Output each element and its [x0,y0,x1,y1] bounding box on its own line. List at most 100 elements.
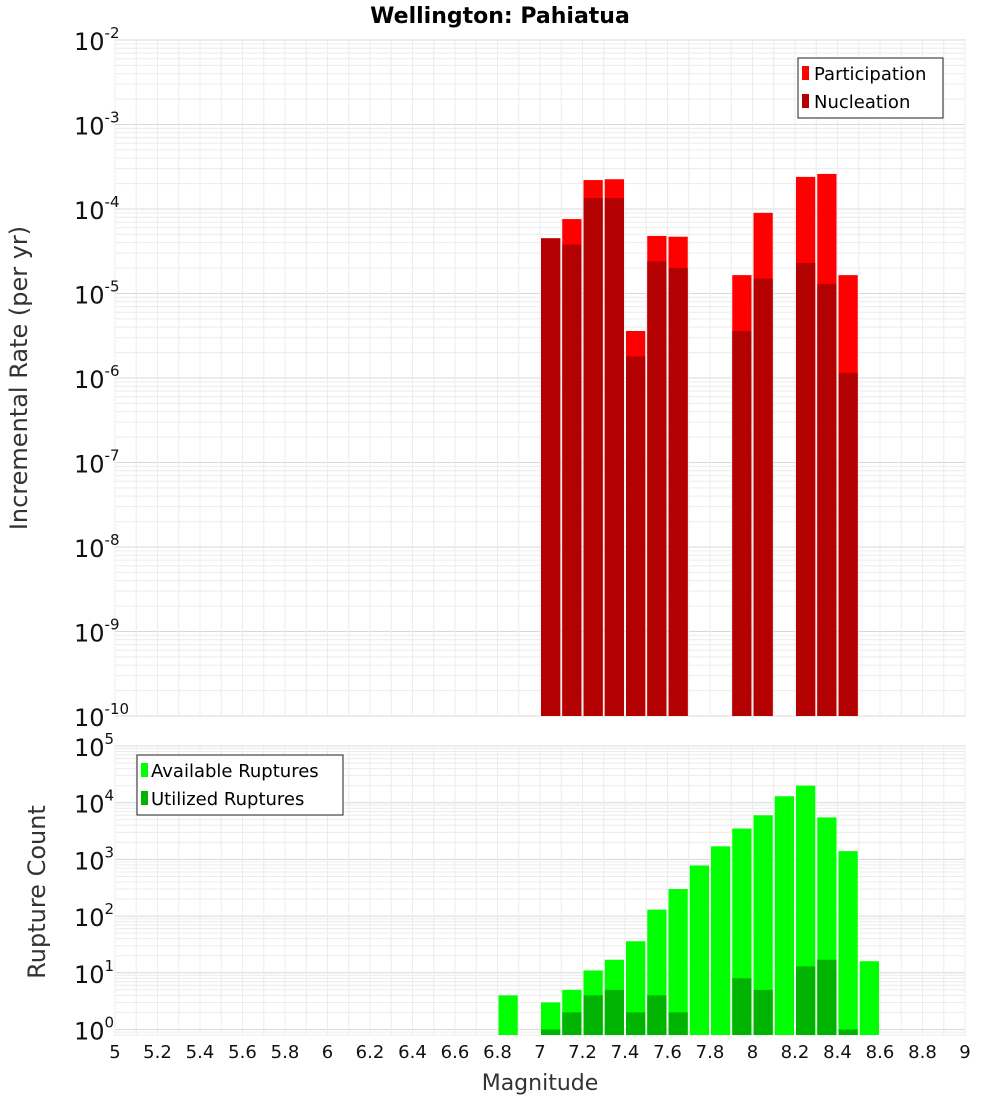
count-y-tick-exponent: 2 [105,900,115,918]
rate-bar-nucleation [732,330,752,716]
rate-bar-nucleation [604,197,624,716]
rate-y-tick-exponent: -2 [105,24,120,42]
available-legend-swatch [141,763,148,777]
count-y-tick-label: 102 [74,900,114,932]
rate-y-tick-label: 10-3 [74,109,120,141]
rate-bar-nucleation [626,356,646,716]
count-bar-utilized-ruptures [604,989,624,1035]
count-y-axis-label: Rupture Count [23,805,51,979]
x-tick-label: 7 [534,1042,545,1063]
count-y-tick-label: 105 [74,730,114,762]
count-y-tick-exponent: 3 [105,843,115,861]
utilized-legend-label: Utilized Ruptures [151,789,304,810]
x-tick-label: 6 [322,1042,333,1063]
count-bar-utilized-ruptures [753,989,773,1035]
x-tick-label: 5.8 [271,1042,300,1063]
count-y-tick-label: 100 [74,1014,114,1046]
participation-legend-swatch [802,66,809,80]
x-tick-label: 7.2 [568,1042,597,1063]
participation-legend-label: Participation [814,64,926,85]
count-bar-utilized-ruptures [838,1029,858,1035]
rate-y-tick-exponent: -3 [105,109,120,127]
count-bar-available-ruptures [689,865,709,1035]
count-legend: Available Ruptures Utilized Ruptures [136,754,344,816]
x-tick-label: 8.8 [908,1042,937,1063]
rate-y-tick-label: 10-9 [74,616,120,648]
rate-bars [541,173,858,717]
x-ticks: 5 5.2 5.4 5.6 5.8 6 6.2 6.4 6.6 6.8 7 7.2 7.4 7.6 7.8 8… [109,1042,970,1063]
rate-y-tick-label: 10-6 [74,362,120,394]
count-bar-available-ruptures [838,851,858,1035]
rate-bar-nucleation [796,262,816,716]
rate-gridlines [114,39,966,717]
count-legend-box [136,754,344,816]
x-tick-label: 8.2 [781,1042,810,1063]
count-bar-available-ruptures [711,846,731,1035]
count-bar-available-ruptures [498,995,518,1035]
count-bar-utilized-ruptures [541,1029,561,1035]
count-bar-utilized-ruptures [732,978,752,1035]
rate-panel: 10-2 10-3 10-4 10-5 10-6 10-7 10-8 10-9 10-10 In… [5,24,966,732]
count-bar-utilized-ruptures [626,1012,646,1035]
rate-y-tick-exponent: -4 [105,193,120,211]
rate-legend: Participation Nucleation [797,57,944,119]
count-y-ticks: 105 1 0 4 103 102 101 100 [74,730,114,1046]
x-tick-label: 5.6 [228,1042,257,1063]
rate-legend-box [797,57,944,119]
rate-y-tick-label: 10-4 [74,193,120,225]
x-tick-label: 5 [109,1042,120,1063]
x-tick-label: 7.4 [611,1042,640,1063]
count-bar-available-ruptures [668,889,688,1035]
count-y-tick-label: 103 [74,843,114,875]
rate-y-tick-label: 10-2 [74,24,120,56]
nucleation-legend-label: Nucleation [814,92,910,113]
count-bar-available-ruptures [626,941,646,1035]
count-y-tick-exponent: 1 [105,957,115,975]
count-bar-utilized-ruptures [668,1012,688,1035]
rate-bar-nucleation [583,197,603,716]
rate-y-tick-exponent: -8 [105,531,120,549]
count-bar-available-ruptures [541,1002,561,1035]
x-tick-label: 8.4 [823,1042,852,1063]
x-tick-label: 7.6 [653,1042,682,1063]
count-bar-available-ruptures [859,961,879,1035]
rate-y-tick-exponent: -6 [105,362,120,380]
utilized-legend-swatch [141,791,148,805]
count-bar-utilized-ruptures [583,995,603,1035]
chart-title: Wellington: Pahiatua [370,4,630,29]
rate-y-tick-exponent: -9 [105,616,120,634]
count-panel: 105 1 0 4 103 102 101 100 5 5.2 5.4 5.6 5.8 6 6.2 6.4 6… [23,730,971,1096]
available-legend-label: Available Ruptures [151,761,319,782]
rate-bar-nucleation [541,238,561,717]
rate-y-ticks: 10-2 10-3 10-4 10-5 10-6 10-7 10-8 10-9 10-10 [74,24,129,732]
count-y-tick-exponent: 4 [105,787,115,805]
rate-bar-nucleation [753,278,773,716]
x-tick-label: 5.2 [143,1042,172,1063]
count-bar-available-ruptures [774,796,794,1035]
rate-y-tick-exponent: -5 [105,278,120,296]
rate-y-tick-exponent: -10 [105,700,130,718]
x-tick-label: 5.4 [186,1042,215,1063]
rate-y-tick-label: 10-7 [74,447,120,479]
x-tick-label: 7.8 [696,1042,725,1063]
count-bar-utilized-ruptures [796,966,816,1035]
rate-bar-nucleation [647,261,667,716]
count-bar-available-ruptures [753,815,773,1035]
count-y-tick-exponent: 0 [105,1014,115,1032]
rate-y-axis-label: Incremental Rate (per yr) [5,226,33,530]
count-bar-utilized-ruptures [647,995,667,1035]
rate-y-tick-label: 10-5 [74,278,120,310]
x-tick-label: 8 [747,1042,758,1063]
x-tick-label: 6.8 [483,1042,512,1063]
x-tick-label: 8.6 [866,1042,895,1063]
x-axis-label: Magnitude [482,1071,599,1096]
x-tick-label: 6.4 [398,1042,427,1063]
count-y-tick-label: 101 [74,957,114,989]
count-y-tick-exponent: 5 [105,730,115,748]
nucleation-legend-swatch [802,94,809,108]
count-bars [498,785,879,1035]
x-tick-label: 6.2 [356,1042,385,1063]
rate-bar-nucleation [838,372,858,716]
rate-y-tick-exponent: -7 [105,447,120,465]
